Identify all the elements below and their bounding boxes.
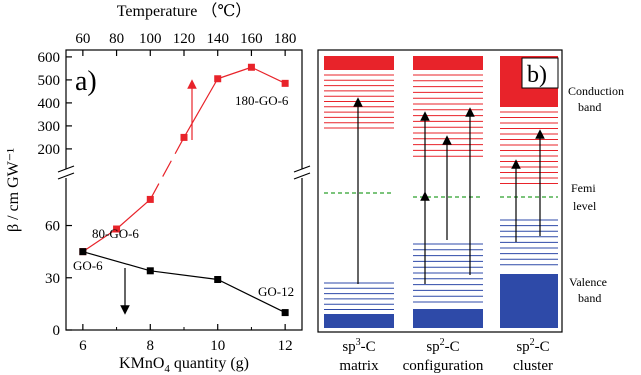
top-x-tick-label: 100 [139,31,162,47]
diagram-frame [317,49,563,333]
axis-break-right [293,165,311,180]
x-tick-label: 12 [278,338,293,354]
label-fermi-2: level [573,199,597,213]
series-1-point [214,276,222,284]
series-1-point [79,248,87,256]
panel-a: 6 8 10 12 60 80 100 120 140 160 180 0 30 60 200 300 40… [5,2,311,375]
x-axis-title: KMnO4 quantity (g) [119,355,249,375]
column-label-3: sp2-C [516,337,549,355]
label-valence-2: band [578,291,601,305]
column-label-1: sp3-C [342,337,375,355]
series-0-point [281,79,289,87]
col1-valence-block [324,314,394,328]
column-label-1-line2: matrix [339,358,379,374]
y-tick-label: 60 [45,219,60,235]
y-tick-label: 500 [38,73,61,89]
col3-valence-block [500,274,558,328]
panel-label-b: b) [527,62,547,88]
top-x-tick-label: 120 [173,31,196,47]
y-tick-label: 30 [45,271,60,287]
series-0-segment [149,137,185,200]
y-axis-title: β / cm GW⁻¹ [5,148,22,232]
x-tick-label: 10 [210,338,225,354]
label-conduction-2: band [578,100,601,114]
series-0-point [146,195,154,203]
series-0-point [247,63,255,71]
axis-break-left [57,165,75,180]
col2-valence-block [413,309,483,328]
series-0-segment [217,66,252,80]
y-tick-label: 600 [38,50,61,66]
series-1-point [146,267,154,275]
label-valence-1: Valence [569,275,607,289]
panel-label-b-box [521,57,559,89]
top-axis-title: Temperature （℃） [117,2,252,20]
point-label-180go6: 180-GO-6 [235,93,289,108]
series-0-segment [116,198,151,230]
series-0-segment [251,66,286,84]
top-x-tick-label: 140 [206,31,229,47]
label-conduction-1: Conduction [568,84,624,98]
x-tick-label: 8 [147,338,155,354]
series-1-point [281,309,289,317]
panel-label-a: a) [75,66,97,97]
top-x-tick-label: 160 [240,31,263,47]
panel-b: b) Conduction band Femi level Valence ba… [317,49,624,374]
series-0-segment [183,78,219,138]
point-label-go6: GO-6 [73,258,103,273]
x-tick-label: 6 [79,338,87,354]
y-tick-label: 200 [38,142,61,158]
y-tick-label: 0 [53,323,61,339]
column-label-2-line2: configuration [403,358,484,374]
col2-conduction-block [413,56,483,70]
point-label-80go6: 80-GO-6 [92,226,139,241]
top-x-tick-label: 80 [109,31,124,47]
column-label-3-line2: cluster [513,358,553,374]
y-tick-label: 400 [38,96,61,112]
series-1-line [82,251,286,314]
series-0-point [214,75,222,83]
top-x-tick-label: 180 [274,31,297,47]
series-0-segment [82,228,117,253]
top-x-tick-label: 60 [75,31,90,47]
point-label-go12: GO-12 [258,284,294,299]
series-0-point [180,133,188,141]
label-fermi-1: Femi [571,181,596,195]
series-0-point [113,225,121,233]
col1-conduction-block [324,56,394,70]
y-tick-label: 300 [38,119,61,135]
column-label-2: sp2-C [426,337,459,355]
